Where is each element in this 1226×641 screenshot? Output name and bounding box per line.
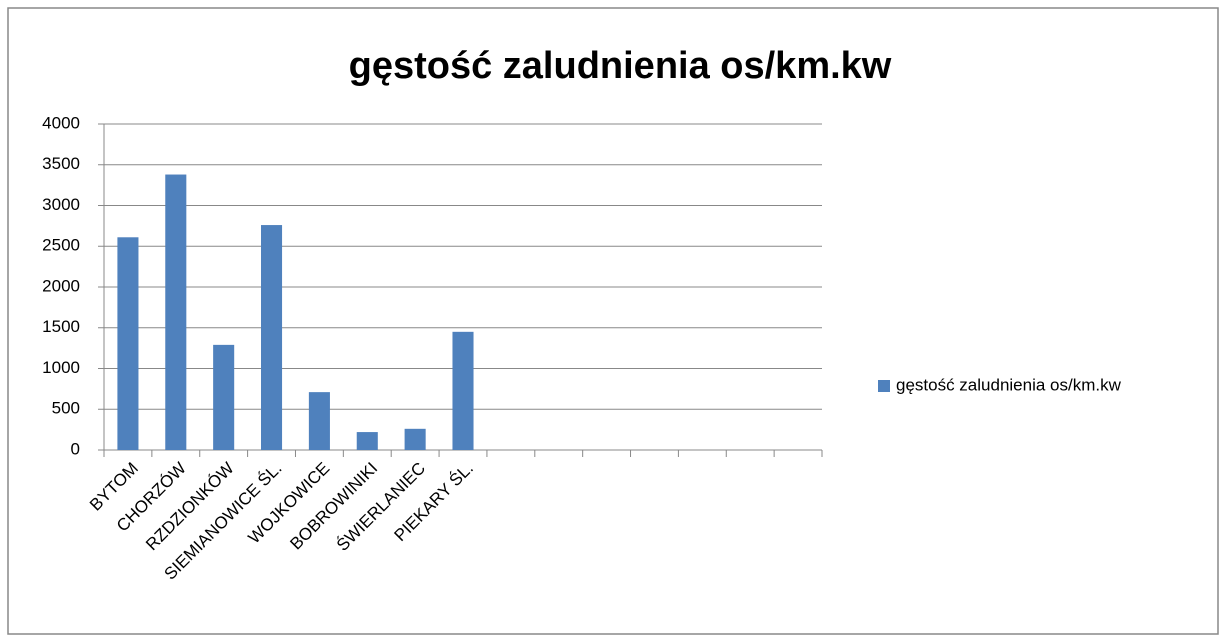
bar (261, 225, 283, 450)
chart-frame (7, 7, 1219, 635)
bar (356, 432, 378, 450)
bar (452, 331, 474, 450)
y-tick-label: 2000 (42, 276, 80, 295)
y-tick-label: 1000 (42, 358, 80, 377)
y-tick-label: 0 (71, 439, 80, 458)
y-tick-label: 1500 (42, 317, 80, 336)
bar (308, 392, 330, 450)
y-tick-label: 4000 (42, 113, 80, 132)
bar (404, 428, 426, 450)
bar (165, 174, 187, 450)
bar (213, 344, 235, 450)
legend-swatch (878, 380, 890, 392)
y-tick-label: 3000 (42, 195, 80, 214)
chart-title: gęstość zaludnienia os/km.kw (349, 45, 892, 87)
y-tick-label: 3500 (42, 154, 80, 173)
y-tick-label: 2500 (42, 236, 80, 255)
bar (117, 237, 139, 450)
y-tick-label: 500 (52, 399, 80, 418)
legend-label: gęstość zaludnienia os/km.kw (896, 375, 1122, 394)
